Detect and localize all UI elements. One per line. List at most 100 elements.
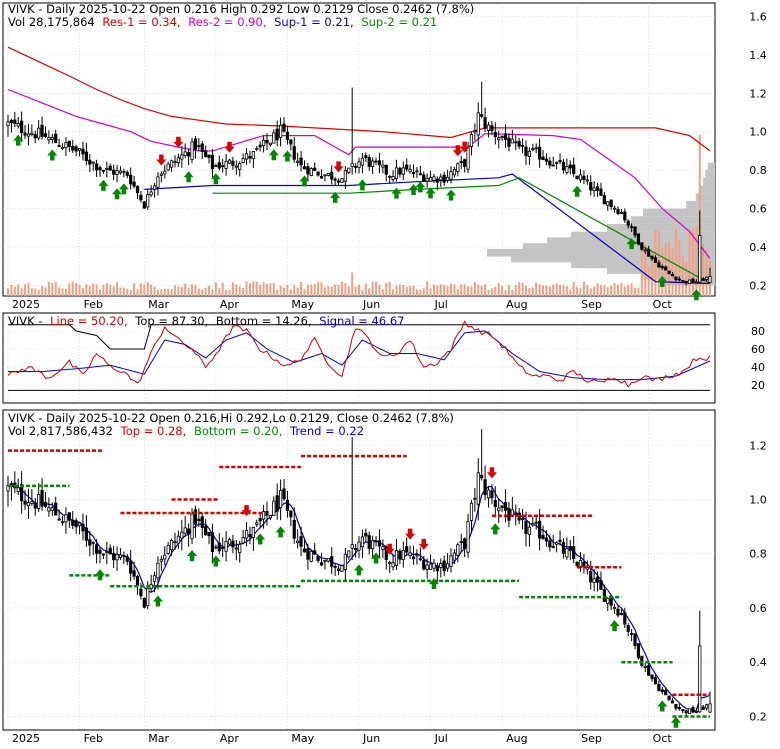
y-tick-label: 0.8 [749, 548, 767, 561]
volume-bar [358, 284, 360, 296]
price-candle-body [394, 167, 399, 179]
trend-candle-body [77, 522, 82, 527]
volume-bar [163, 288, 166, 296]
price-candle-body [23, 132, 27, 136]
trend-candle-body [575, 561, 579, 567]
trend-candle-body [132, 570, 136, 577]
price-candle-body [146, 194, 150, 208]
x-tick-label: 2025 [12, 732, 40, 745]
sell-arrow-icon [173, 136, 184, 148]
price-candle-body [37, 127, 41, 139]
x-tick-label: Oct [653, 732, 673, 745]
volume-bar [170, 289, 173, 296]
price-candle-body [507, 137, 511, 147]
price-candle-body [26, 133, 31, 137]
trend-candle-body [527, 526, 531, 535]
y-tick-label: 0.2 [749, 279, 767, 292]
price-candle-body [118, 170, 123, 174]
volume-bar [296, 287, 299, 296]
sell-arrow-icon [224, 141, 235, 153]
trend-candle-body [514, 513, 518, 516]
price-candle-body [142, 201, 146, 209]
price-candle-body [476, 112, 480, 136]
trend-candle-body [43, 501, 48, 507]
volume-bar [129, 289, 132, 296]
sell-arrow-icon [156, 154, 167, 166]
trend-candle-body [333, 566, 337, 568]
price-candle-body [432, 176, 436, 181]
volume-profile-bar [511, 254, 715, 263]
trend-candle-body [251, 527, 255, 539]
volume-bar [323, 287, 326, 296]
volume-bar [64, 288, 67, 296]
trend-candle-body [285, 499, 290, 511]
volume-bar [177, 286, 180, 296]
price-vol-text: Vol 28,175,864 [8, 15, 95, 29]
price-candle-body [244, 153, 249, 160]
price-candle-body [459, 161, 463, 163]
volume-bar [354, 286, 357, 296]
trend-candle-body [54, 502, 58, 516]
buy-arrow-icon [357, 179, 368, 191]
trend-candle-body [619, 612, 623, 615]
volume-bar [160, 289, 163, 296]
trend-candle-body [33, 503, 37, 509]
price-candle-body [71, 145, 75, 151]
price-candle-body [592, 187, 596, 191]
price-candle-body [657, 262, 661, 268]
price-candle-body [439, 176, 443, 181]
trend-candle-body [340, 565, 344, 572]
price-candle-body [500, 135, 504, 138]
trend-candle-body [418, 558, 422, 561]
price-candle-body [517, 140, 521, 147]
trend-candle-body [156, 562, 160, 579]
price-candle-body [176, 157, 180, 164]
volume-bar [24, 284, 27, 296]
buy-arrow-icon [330, 191, 341, 203]
price-candle-body [391, 176, 395, 180]
volume-bar [610, 285, 613, 296]
price-candle-body [64, 142, 68, 149]
trend-candle-body [64, 514, 68, 523]
trend-candle-body [405, 546, 409, 553]
volume-bar [58, 287, 61, 296]
price-candle-body [60, 147, 65, 149]
volume-bar [344, 283, 347, 296]
trend-candle-body [459, 541, 463, 544]
trend-candle-body [98, 549, 102, 554]
volume-bar [378, 284, 381, 296]
price-candle-body [261, 139, 266, 147]
volume-bar [436, 285, 439, 296]
price-header: VIVK - Daily 2025-10-22 Open 0.216 High … [8, 2, 474, 16]
volume-bar [528, 288, 531, 296]
trend-candle-body [626, 625, 630, 632]
price-candle-body [152, 185, 157, 191]
volume-bar [283, 287, 286, 296]
y-tick-label: 1.6 [749, 10, 767, 23]
buy-arrow-icon [299, 175, 310, 187]
trend-candle-body [428, 563, 433, 570]
volume-bar [34, 288, 37, 296]
price-candle-body [371, 160, 375, 168]
trend-candle-body [643, 665, 647, 668]
trend-candle-body [207, 532, 211, 537]
trend-candle-body [432, 562, 436, 569]
trend-candle-body [360, 536, 365, 548]
sell-arrow-icon [333, 161, 344, 173]
trend-candle-body [241, 537, 245, 544]
trend-candle-body [350, 544, 354, 549]
price-candle-body [616, 209, 620, 215]
trend-candle-body [180, 531, 184, 539]
trend-candle-body [118, 554, 123, 558]
trend-candle-body [221, 547, 225, 549]
trend-candle-body [323, 559, 327, 562]
price-candle-body [367, 156, 371, 167]
trend-candle-body [507, 508, 511, 521]
volume-bar [13, 286, 16, 296]
buy-arrow-icon [657, 275, 668, 287]
price-candle-body [483, 117, 487, 129]
price-candle-body [241, 158, 245, 163]
volume-bar [347, 286, 350, 296]
trend-candle-body [653, 677, 658, 685]
volume-bar [351, 272, 354, 296]
